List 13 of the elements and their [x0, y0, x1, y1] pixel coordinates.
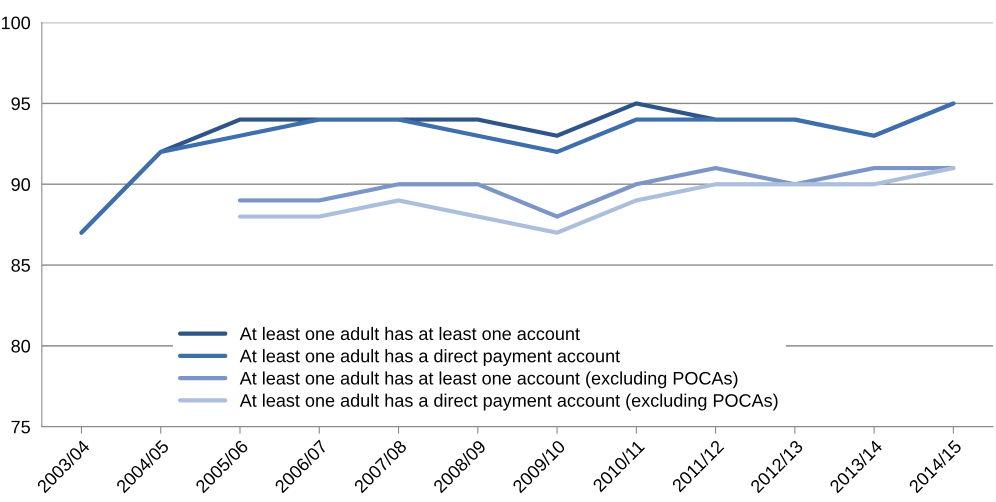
y-tick-label: 95 [11, 97, 30, 110]
line-series [79, 101, 956, 235]
legend-label: At least one adult has a direct payment account (excluding POCAs) [240, 394, 778, 410]
y-tick-label: 80 [11, 340, 30, 353]
y-tick-label: 85 [11, 258, 30, 272]
legend-label: At least one adult has at least one account (excluding POCAs) [240, 371, 738, 388]
y-tick-label: 75 [12, 420, 30, 434]
y-tick-label: 100 [2, 16, 30, 30]
line-series [238, 166, 956, 235]
legend-label: At least one adult has a direct payment account [240, 349, 620, 366]
line-series [238, 166, 956, 219]
legend-label: At least one adult has at least one account [240, 326, 580, 340]
y-tick-label: 90 [11, 178, 30, 191]
